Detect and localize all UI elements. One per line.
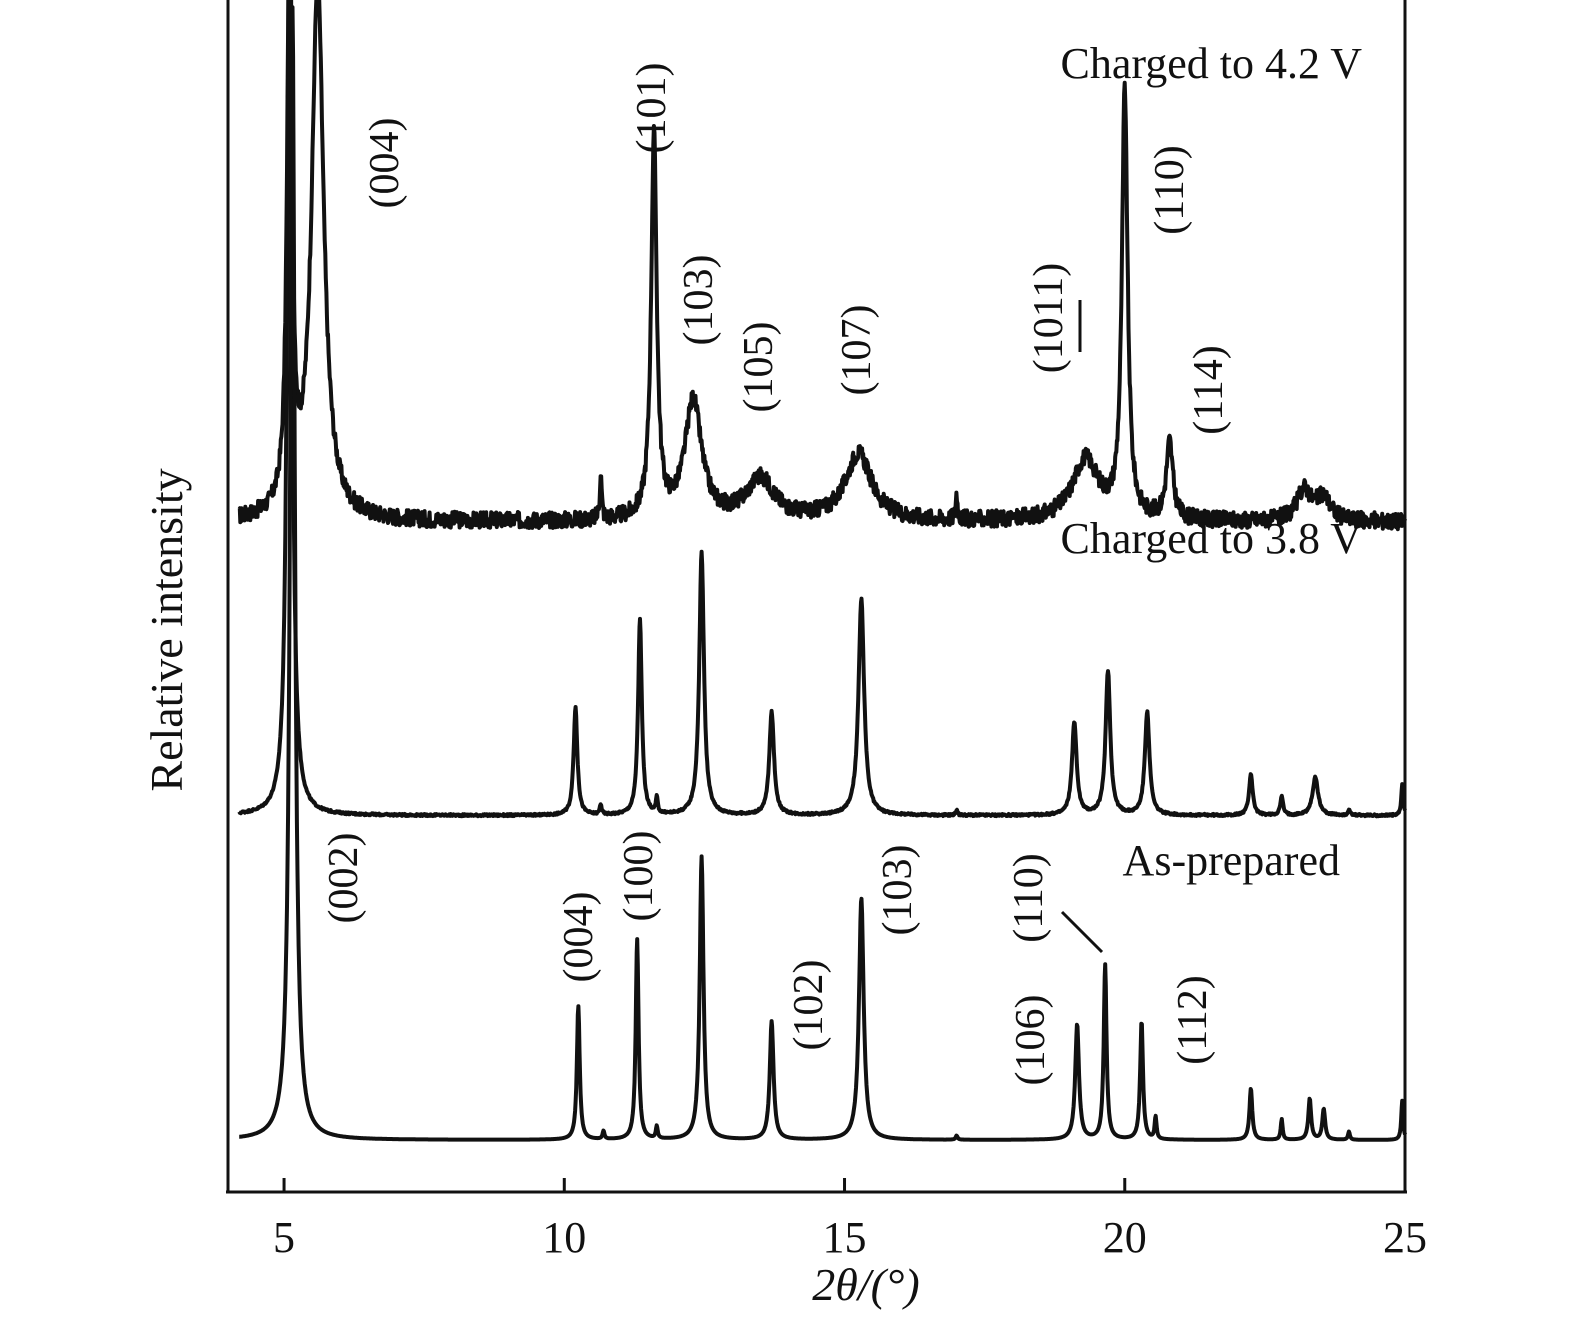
- peak-label: (107): [834, 305, 880, 396]
- peak-label: (114): [1186, 345, 1232, 434]
- peak-label: (004): [556, 892, 602, 983]
- peak-label: (1011): [1026, 263, 1072, 373]
- peak-label: (002): [321, 833, 367, 924]
- peak-label: (106): [1008, 995, 1054, 1086]
- x-tick-label: 20: [1103, 1213, 1147, 1262]
- series-label-charged-3-8v: Charged to 3.8 V: [1061, 514, 1363, 563]
- peak-label: (105): [736, 322, 782, 413]
- y-axis-title: Relative intensity: [141, 468, 192, 791]
- x-tick-label: 5: [273, 1213, 295, 1262]
- series-label-charged-4-2v: Charged to 4.2 V: [1061, 39, 1363, 88]
- series-label-as-prepared: As-prepared: [1123, 836, 1340, 885]
- peak-label: (112): [1170, 975, 1216, 1064]
- peak-label: (102): [786, 960, 832, 1051]
- peak-label: (110): [1006, 853, 1052, 942]
- series-line-1: [237, 0, 1407, 819]
- peak-label: (100): [616, 831, 662, 922]
- leader-line: [1060, 910, 1104, 954]
- diffraction-curves: [237, 0, 1407, 1142]
- series-line-0: [237, 0, 1407, 532]
- x-axis-title: 2θ/(°): [812, 1259, 919, 1310]
- x-tick-label: 10: [542, 1213, 586, 1262]
- peak-label: (103): [676, 255, 722, 346]
- x-tick-label: 15: [823, 1213, 867, 1262]
- series-line-2: [237, 5, 1407, 1142]
- peak-label: (004): [362, 118, 408, 209]
- peak-label: (103): [875, 845, 921, 936]
- x-tick-label: 25: [1383, 1213, 1427, 1262]
- peak-label: (101): [629, 63, 675, 154]
- x-axis-ticks: 5 10 15 20 25: [273, 1178, 1427, 1262]
- peak-label: (110): [1147, 145, 1193, 234]
